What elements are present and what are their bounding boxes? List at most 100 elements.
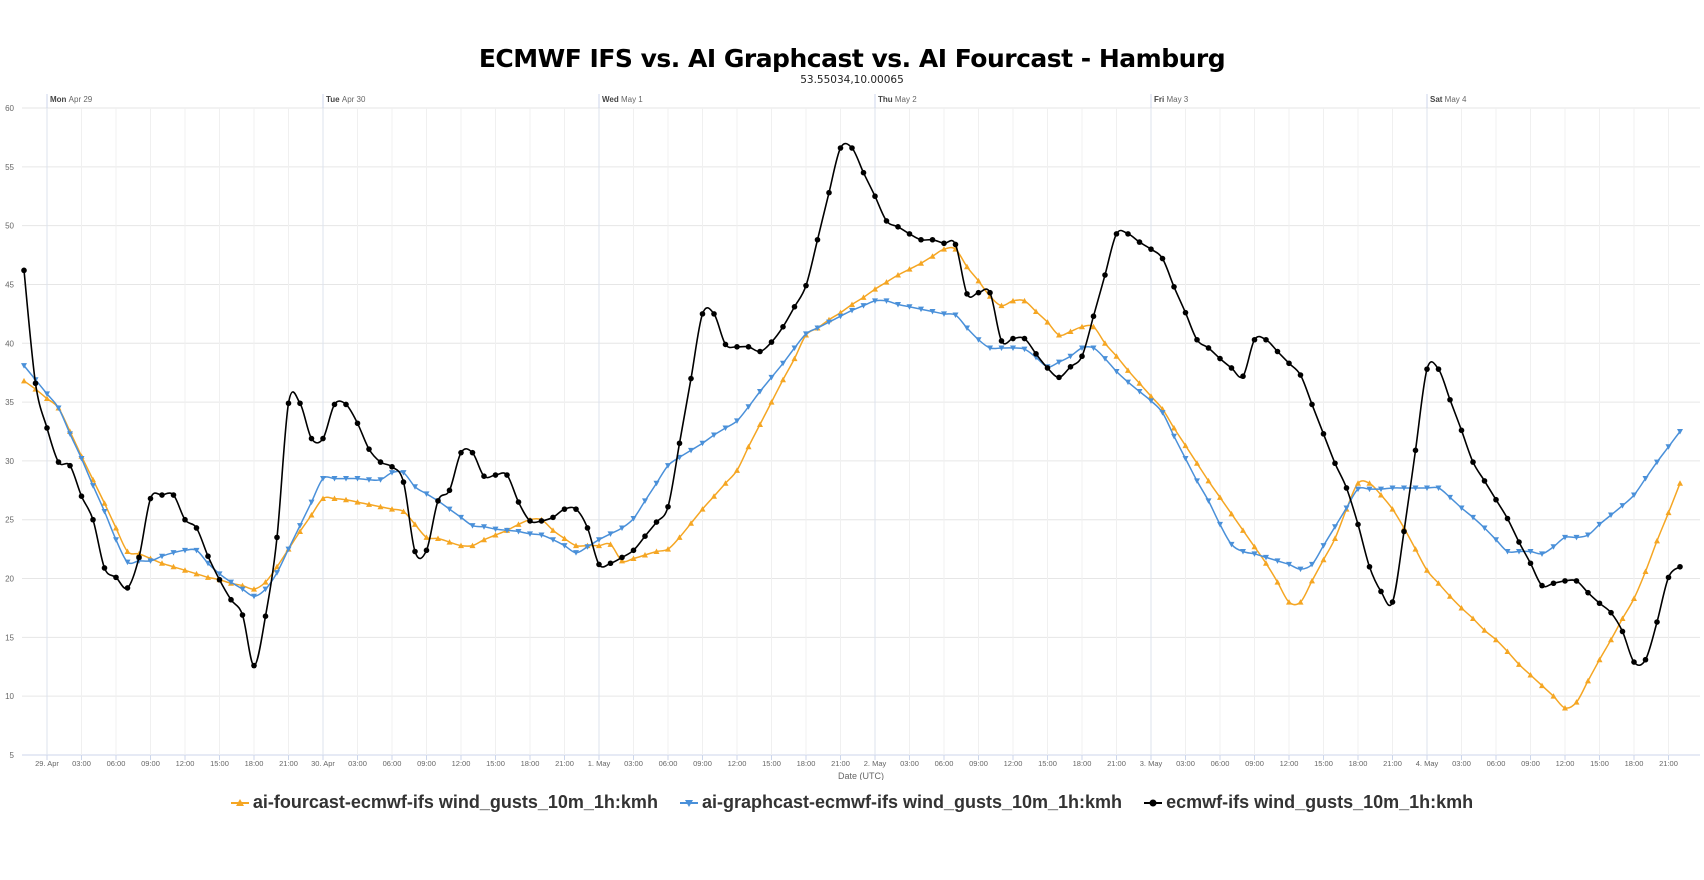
data-point (1585, 589, 1591, 596)
x-tick-label: 21:00 (831, 759, 850, 768)
data-point (32, 380, 39, 387)
x-tick-label: 21:00 (555, 759, 574, 768)
series-line (23, 246, 1681, 709)
data-point (216, 576, 223, 583)
day-header-label: Fri May 3 (1154, 95, 1189, 104)
data-point (860, 303, 867, 309)
x-tick-label: 15:00 (486, 759, 505, 768)
data-point (1113, 231, 1120, 237)
data-point (791, 355, 798, 362)
data-point (1677, 563, 1683, 570)
data-point (1642, 656, 1649, 663)
data-point (389, 506, 395, 512)
data-point (630, 547, 637, 554)
data-point (768, 339, 775, 345)
line-chart: 5 10 15 20 25 30 35 40 45 50 55 60 29. Apr 03:00 06:0… (5, 94, 1700, 780)
data-point (998, 302, 1005, 309)
data-point (550, 527, 556, 533)
data-point (1355, 480, 1361, 486)
data-point (607, 541, 614, 547)
data-point (44, 391, 50, 397)
data-point (619, 554, 625, 561)
data-point (711, 311, 717, 317)
data-point (1458, 604, 1465, 611)
x-tick-label: 06:00 (1211, 759, 1230, 768)
data-point (964, 291, 970, 297)
data-point (1516, 548, 1522, 555)
data-point (205, 574, 211, 580)
data-point (1412, 447, 1419, 454)
y-axis-ticks: 5 10 15 20 25 30 35 40 45 50 55 60 (5, 104, 14, 760)
data-point (1389, 506, 1396, 512)
data-point (941, 246, 947, 252)
x-tick-label: 21:00 (1107, 759, 1126, 768)
data-point (1596, 521, 1603, 528)
legend-item-fourcast[interactable]: ai-fourcast-ecmwf-ifs wind_gusts_10m_1h:… (230, 792, 658, 813)
data-point (561, 543, 568, 549)
data-point (1516, 661, 1522, 667)
data-point (1171, 424, 1177, 431)
data-point (1320, 556, 1327, 563)
data-point (492, 472, 499, 478)
data-point (642, 533, 648, 539)
data-point (1493, 636, 1499, 643)
x-tick-label: 15:00 (210, 759, 229, 768)
x-axis-ticks: 29. Apr 03:00 06:00 09:00 12:00 15:00 18:00 21:… (35, 755, 1678, 768)
data-point (67, 431, 73, 437)
data-point (90, 516, 96, 523)
data-point (1148, 393, 1154, 399)
data-point (895, 224, 901, 230)
data-point (1079, 353, 1085, 360)
data-point (538, 518, 545, 524)
data-point (998, 345, 1005, 351)
series-2 (21, 142, 1683, 669)
data-point (1539, 682, 1545, 689)
data-point (55, 459, 62, 465)
data-point (665, 503, 671, 510)
x-tick-label: 18:00 (1349, 759, 1368, 768)
legend-item-graphcast[interactable]: ai-graphcast-ecmwf-ifs wind_gusts_10m_1h… (679, 792, 1122, 813)
data-point (1286, 561, 1292, 568)
x-tick-label: 29. Apr (35, 759, 59, 768)
data-point (205, 560, 211, 567)
data-point (952, 312, 959, 319)
data-point (423, 491, 430, 497)
data-point (975, 289, 982, 296)
data-point (262, 586, 269, 593)
data-point (1389, 599, 1396, 605)
data-point (297, 528, 303, 534)
data-point (699, 440, 706, 447)
circle-marker-icon (1144, 799, 1163, 806)
data-point (44, 425, 50, 431)
data-point (435, 498, 441, 504)
y-tick-label: 20 (5, 575, 14, 584)
data-point (124, 585, 131, 591)
data-point (734, 467, 740, 473)
data-point (1412, 546, 1419, 552)
legend-item-ecmwf[interactable]: ecmwf-ifs wind_gusts_10m_1h:kmh (1144, 792, 1473, 813)
data-point (21, 267, 27, 274)
data-point (285, 546, 292, 553)
y-tick-label: 50 (5, 222, 14, 231)
data-point (1539, 582, 1545, 589)
x-tick-label: 15:00 (762, 759, 781, 768)
data-point (1320, 543, 1327, 549)
data-point (527, 531, 533, 537)
data-point (780, 360, 786, 367)
y-tick-label: 30 (5, 457, 14, 466)
data-point (262, 579, 269, 585)
x-tick-label: 06:00 (659, 759, 678, 768)
x-tick-label: 03:00 (348, 759, 367, 768)
data-point (1596, 600, 1603, 607)
data-point (849, 301, 855, 307)
data-point (1378, 588, 1384, 595)
data-point (1217, 521, 1223, 528)
data-point (1217, 494, 1223, 500)
data-point (1608, 636, 1614, 643)
data-point (826, 319, 832, 326)
data-point (1113, 353, 1120, 359)
legend-label: ecmwf-ifs wind_gusts_10m_1h:kmh (1166, 792, 1474, 812)
data-point (136, 558, 142, 564)
data-point (1619, 615, 1626, 622)
data-point (849, 145, 855, 151)
